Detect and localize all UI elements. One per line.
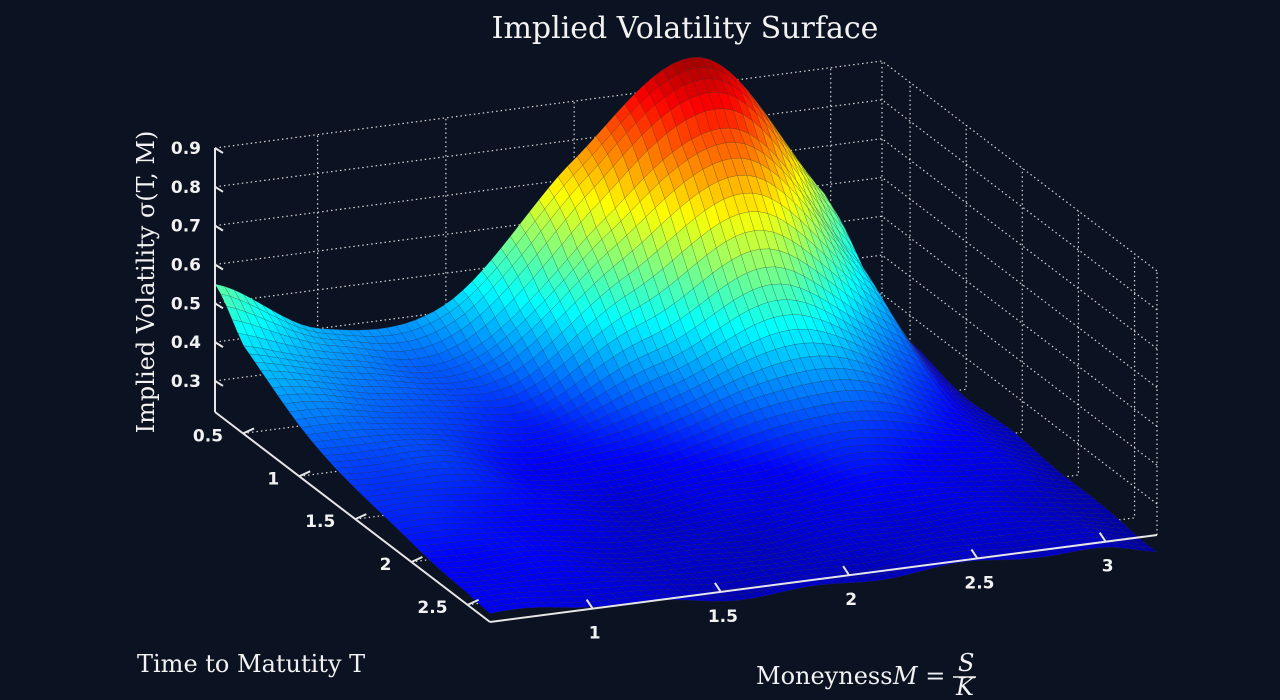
z-tick-mark: [214, 263, 224, 271]
z-tick-mark: [214, 302, 224, 310]
x-axis-label-denominator: K: [955, 673, 976, 700]
x-tick-mark: [970, 548, 979, 559]
z-tick-mark: [214, 341, 224, 348]
y-tick-label: 2.5: [417, 598, 447, 618]
gridline-x-1: [445, 117, 722, 593]
y-tick-label: 1: [267, 469, 279, 489]
x-tick-label: 1.5: [708, 607, 738, 627]
y-axis-label: Time to Matutity T: [137, 650, 365, 678]
x-tick-mark: [1098, 532, 1107, 543]
y-tick-mark: [411, 556, 423, 563]
x-axis-line: [489, 534, 1158, 623]
gridline-x-4: [830, 67, 1107, 543]
gridline-x-0: [317, 134, 593, 610]
x-tick-label: 1: [589, 624, 601, 644]
z-tick-mark: [214, 380, 224, 387]
y-tick-label: 2: [380, 555, 392, 575]
surface-patch: [1141, 546, 1158, 553]
z-tick-label: 0.8: [171, 178, 201, 198]
x-tick-label: 2: [845, 590, 857, 610]
x-tick-mark: [585, 599, 594, 610]
x-tick-mark: [714, 582, 722, 593]
x-tick-label: 2.5: [964, 573, 994, 593]
tick-labels: 0.3 0.4 0.5 0.6 0.7 0.8 0.9 0.5 1 1.5 2 2.5 1 1.5 2 2.5…: [171, 139, 1114, 644]
y-tick-mark: [354, 513, 367, 521]
x-axis-label: Moneyness M = S K: [756, 649, 976, 700]
y-axis-line: [214, 411, 491, 623]
z-tick-mark: [214, 185, 224, 193]
x-axis-label-numerator: S: [958, 649, 974, 677]
y-tick-mark: [467, 598, 479, 606]
x-tick-mark: [842, 565, 850, 576]
y-tick-mark: [298, 470, 311, 478]
z-tick-label: 0.7: [171, 217, 201, 237]
z-tick-label: 0.5: [171, 294, 201, 314]
z-tick-label: 0.4: [171, 333, 201, 353]
x-axis-label-symbol: M =: [892, 662, 945, 690]
chart-title: Implied Volatility Surface: [492, 11, 879, 46]
z-tick-label: 0.6: [171, 255, 201, 275]
z-tick-label: 0.9: [171, 139, 201, 159]
surface: [214, 57, 1158, 614]
z-axis-label: Implied Volatility σ(T, M): [132, 131, 160, 434]
z-tick-mark: [214, 224, 224, 232]
axes: [214, 147, 1158, 623]
z-tick-mark: [214, 147, 224, 154]
y-tick-label: 0.5: [193, 426, 223, 446]
y-tick-label: 1.5: [305, 512, 335, 532]
x-axis-label-text: Moneyness: [756, 662, 893, 690]
z-tick-label: 0.3: [171, 372, 201, 392]
y-tick-mark: [242, 427, 255, 435]
x-tick-label: 3: [1102, 557, 1114, 577]
